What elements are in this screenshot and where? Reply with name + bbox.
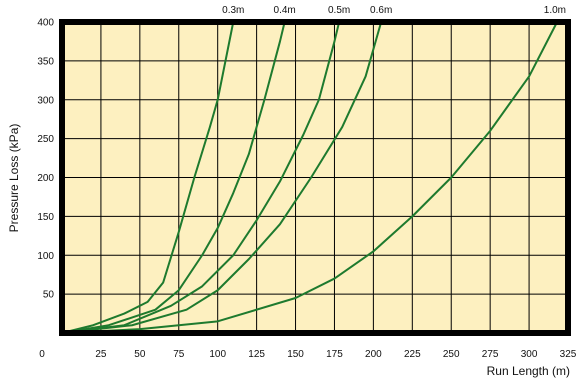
x-tick-label: 325 [560,349,577,360]
y-axis-title: Pressure Loss (kPa) [7,124,21,233]
y-tick-label: 300 [37,95,54,106]
x-tick-label: 225 [404,349,421,360]
y-tick-label: 150 [37,212,54,223]
y-tick-label: 100 [37,251,54,262]
series-line [61,21,383,334]
series-label: 0.6m [370,5,392,16]
series-label: 1.0m [544,5,566,16]
y-tick-label: 200 [37,173,54,184]
y-tick-label: 250 [37,134,54,145]
x-tick-label: 300 [521,349,538,360]
x-tick-label: 200 [365,349,382,360]
x-tick-label: 100 [209,349,226,360]
series-label: 0.3m [222,5,244,16]
y-tick-labels: 50 100 150 200 250 300 350 400 [37,18,54,301]
data-series [61,21,559,334]
series-line [61,21,341,334]
x-tick-labels: 0 25 50 75 100 125 150 175 200 225 250 275 300 325 [39,349,577,360]
x-tick-label: 75 [173,349,185,360]
y-tick-label: 350 [37,56,54,67]
plot-frame [59,19,571,336]
series-line [61,21,286,334]
x-tick-label: 250 [443,349,460,360]
x-tick-label: 125 [248,349,265,360]
series-line [61,21,235,334]
y-tick-label: 400 [37,18,54,29]
series-labels: 0.3m 0.4m 0.5m 0.6m 1.0m [222,5,566,16]
x-tick-label: 50 [134,349,146,360]
series-label: 0.4m [274,5,296,16]
x-tick-label: 25 [95,349,107,360]
x-tick-label: 275 [482,349,499,360]
x-tick-label: 150 [287,349,304,360]
x-tick-label: 175 [326,349,343,360]
series-line [61,21,559,334]
x-tick-label: 0 [39,349,45,360]
series-label: 0.5m [328,5,350,16]
x-axis-title: Run Length (m) [487,364,570,378]
y-tick-label: 50 [43,290,55,301]
